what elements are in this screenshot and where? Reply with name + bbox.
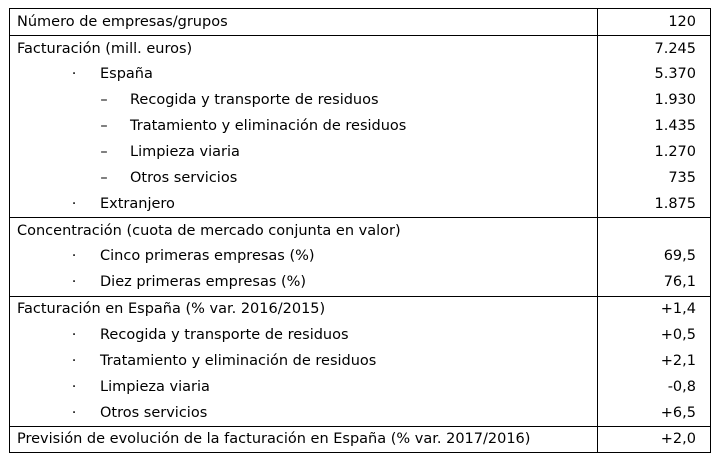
row-label: Concentración (cuota de mercado conjunta… xyxy=(17,222,401,239)
table-row: Facturación (mill. euros) 7.245 xyxy=(10,35,710,62)
row-label: Extranjero xyxy=(100,196,175,213)
bullet-dot-icon: · xyxy=(71,274,77,291)
row-value: -0,8 xyxy=(667,378,696,395)
table-row: Facturación en España (% var. 2016/2015)… xyxy=(10,295,710,322)
bullet-dash-icon: – xyxy=(100,118,108,135)
row-label-cell: Previsión de evolución de la facturación… xyxy=(10,426,598,452)
table-row: · Tratamiento y eliminación de residuos +2… xyxy=(10,347,710,374)
row-label: Previsión de evolución de la facturación… xyxy=(17,431,531,448)
row-label: Diez primeras empresas (%) xyxy=(100,274,307,291)
table-row: · Diez primeras empresas (%) 76,1 xyxy=(10,269,710,296)
row-label-cell: · Cinco primeras empresas (%) xyxy=(10,243,598,270)
row-label-cell: · Diez primeras empresas (%) xyxy=(10,269,598,296)
row-label: Tratamiento y eliminación de residuos xyxy=(100,352,377,369)
row-value: 1.435 xyxy=(654,118,696,135)
table-row: · Limpieza viaria -0,8 xyxy=(10,373,710,400)
row-label-cell: – Recogida y transporte de residuos xyxy=(10,87,598,114)
table-row: Concentración (cuota de mercado conjunta… xyxy=(10,217,710,244)
bullet-dot-icon: · xyxy=(71,66,77,83)
row-label: Otros servicios xyxy=(130,170,238,187)
row-value: 1.270 xyxy=(654,144,696,161)
row-label-cell: · Tratamiento y eliminación de residuos xyxy=(10,347,598,374)
row-label: Otros servicios xyxy=(100,404,208,421)
bullet-dot-icon: · xyxy=(71,326,77,343)
row-value: 1.875 xyxy=(654,196,696,213)
table-row: – Otros servicios 735 xyxy=(10,165,710,192)
row-label-cell: Facturación (mill. euros) xyxy=(10,36,598,62)
row-value: 120 xyxy=(668,14,696,31)
table-row: · Cinco primeras empresas (%) 69,5 xyxy=(10,243,710,270)
table-row: – Tratamiento y eliminación de residuos 1.… xyxy=(10,113,710,140)
row-label: Facturación en España (% var. 2016/2015) xyxy=(17,301,326,318)
row-value: 735 xyxy=(668,170,696,187)
bullet-dot-icon: · xyxy=(71,404,77,421)
row-label-cell: – Tratamiento y eliminación de residuos xyxy=(10,113,598,140)
row-value: +0,5 xyxy=(660,326,696,343)
data-table: Número de empresas/grupos 120 Facturación … xyxy=(9,8,711,453)
row-label-cell: Concentración (cuota de mercado conjunta… xyxy=(10,218,598,244)
table-row: Previsión de evolución de la facturación… xyxy=(10,425,710,452)
table-row: · Otros servicios +6,5 xyxy=(10,399,710,426)
row-label: Recogida y transporte de residuos xyxy=(100,326,349,343)
row-label-cell: · Extranjero xyxy=(10,191,598,218)
bullet-dot-icon: · xyxy=(71,378,77,395)
row-label-cell: · Otros servicios xyxy=(10,399,598,426)
row-value: +1,4 xyxy=(660,301,696,318)
row-label-cell: Facturación en España (% var. 2016/2015) xyxy=(10,296,598,322)
row-value: +2,1 xyxy=(660,352,696,369)
row-label-cell: · Limpieza viaria xyxy=(10,373,598,400)
bullet-dash-icon: – xyxy=(100,144,108,161)
bullet-dash-icon: – xyxy=(100,170,108,187)
row-label: Facturación (mill. euros) xyxy=(17,40,193,57)
row-value: 69,5 xyxy=(663,248,696,265)
row-label: Número de empresas/grupos xyxy=(17,14,228,31)
row-label-cell: – Otros servicios xyxy=(10,165,598,192)
row-value: +6,5 xyxy=(660,404,696,421)
table-row: · Extranjero 1.875 xyxy=(10,191,710,218)
row-label-cell: Número de empresas/grupos xyxy=(10,9,598,36)
row-label: España xyxy=(100,66,153,83)
table-row: – Limpieza viaria 1.270 xyxy=(10,139,710,166)
row-label: Limpieza viaria xyxy=(130,144,240,161)
row-value: 76,1 xyxy=(663,274,696,291)
row-value: 7.245 xyxy=(654,40,696,57)
bullet-dot-icon: · xyxy=(71,352,77,369)
bullet-dot-icon: · xyxy=(71,248,77,265)
row-label-cell: – Limpieza viaria xyxy=(10,139,598,166)
bullet-dash-icon: – xyxy=(100,92,108,109)
row-value: +2,0 xyxy=(660,431,696,448)
row-value: 1.930 xyxy=(654,92,696,109)
table-row: · España 5.370 xyxy=(10,61,710,88)
row-label: Tratamiento y eliminación de residuos xyxy=(130,118,407,135)
row-value: 5.370 xyxy=(654,66,696,83)
table-row: · Recogida y transporte de residuos +0,5 xyxy=(10,321,710,348)
table-row: – Recogida y transporte de residuos 1.930 xyxy=(10,87,710,114)
row-label: Cinco primeras empresas (%) xyxy=(100,248,315,265)
row-label-cell: · Recogida y transporte de residuos xyxy=(10,321,598,348)
row-label-cell: · España xyxy=(10,61,598,88)
table-row: Número de empresas/grupos 120 xyxy=(10,9,710,36)
row-label: Limpieza viaria xyxy=(100,378,210,395)
row-label: Recogida y transporte de residuos xyxy=(130,92,379,109)
bullet-dot-icon: · xyxy=(71,196,77,213)
row-value xyxy=(598,218,710,243)
